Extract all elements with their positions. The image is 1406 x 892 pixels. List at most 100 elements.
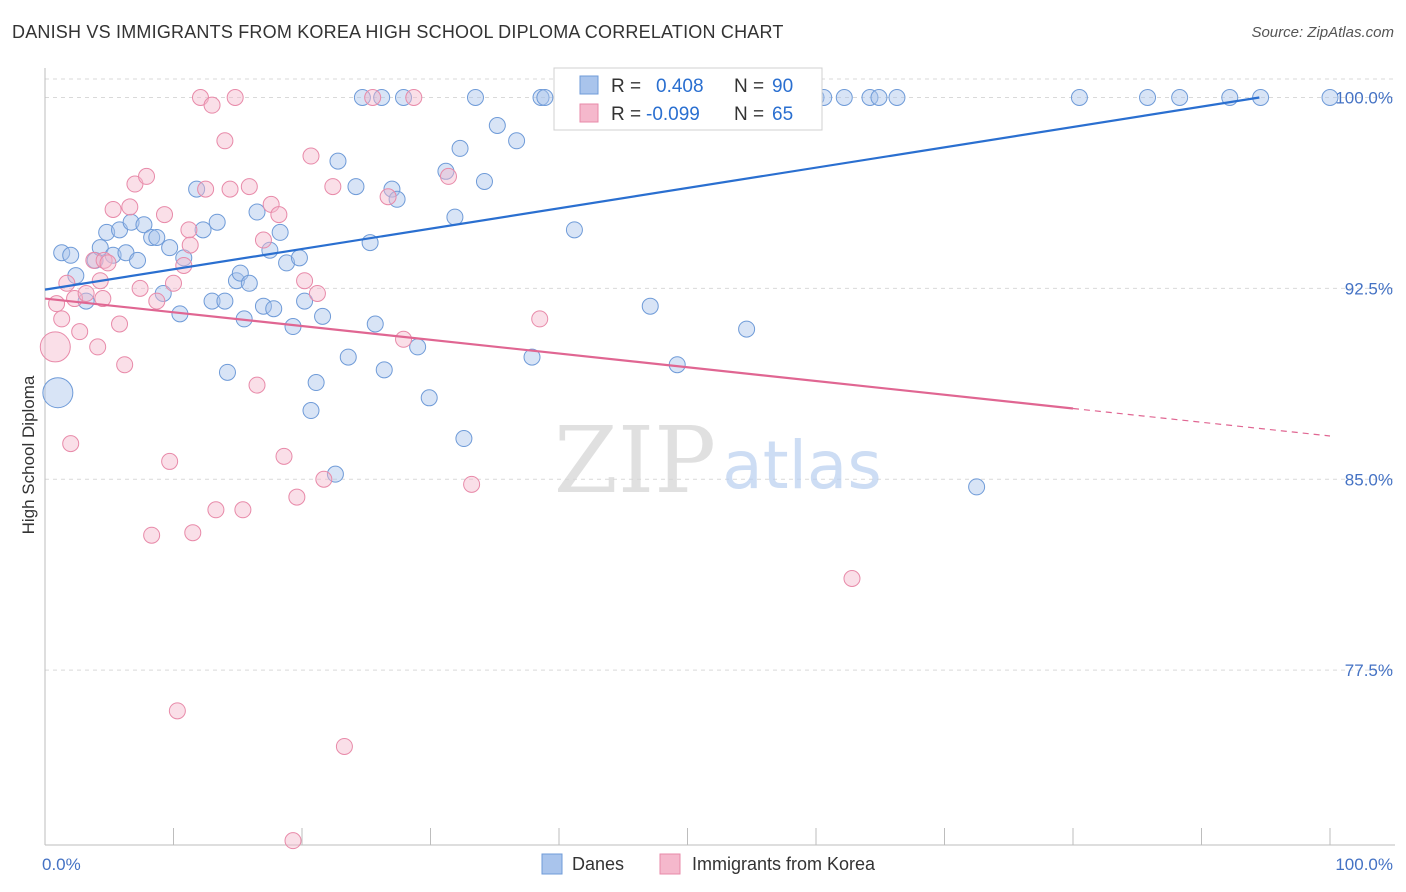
data-point bbox=[329, 152, 347, 170]
data-point bbox=[94, 290, 112, 308]
data-point bbox=[184, 524, 202, 542]
legend: R = 0.408 N = 90 R = -0.099 N = 65 bbox=[553, 67, 823, 131]
data-point bbox=[216, 292, 234, 310]
data-point bbox=[451, 139, 469, 157]
legend-danes-r-label: R = bbox=[611, 76, 641, 97]
data-point bbox=[208, 213, 226, 231]
data-point bbox=[536, 89, 554, 106]
data-point bbox=[98, 223, 116, 241]
bottom-legend-swatch-danes bbox=[541, 853, 563, 875]
data-point bbox=[307, 374, 325, 392]
data-point bbox=[270, 206, 288, 224]
data-point bbox=[203, 292, 221, 310]
data-point bbox=[843, 570, 861, 588]
legend-danes-n-value: 90 bbox=[772, 76, 793, 97]
trend-line-danes bbox=[44, 96, 1260, 291]
trend-line-korea-extrapolated bbox=[1072, 407, 1331, 437]
watermark-atlas: atlas bbox=[722, 427, 882, 504]
data-point bbox=[284, 832, 302, 850]
bottom-legend-danes: Danes bbox=[572, 854, 624, 874]
data-point bbox=[53, 310, 71, 328]
series-korea bbox=[39, 89, 861, 850]
data-point bbox=[48, 295, 66, 313]
x-tick-labels: 0.0% 100.0% bbox=[42, 855, 1393, 874]
data-point bbox=[420, 389, 438, 407]
data-point bbox=[207, 501, 225, 519]
data-point bbox=[218, 363, 236, 381]
data-point bbox=[161, 452, 179, 470]
data-point bbox=[475, 172, 493, 190]
data-point bbox=[288, 488, 306, 506]
data-point bbox=[135, 216, 153, 234]
data-point bbox=[364, 89, 382, 106]
y-tick-label: 100.0% bbox=[1335, 89, 1393, 108]
data-point bbox=[1139, 89, 1157, 106]
legend-danes-r-value: 0.408 bbox=[656, 76, 704, 97]
data-point bbox=[302, 147, 320, 165]
data-point bbox=[275, 447, 293, 465]
data-point bbox=[203, 96, 221, 114]
data-point bbox=[641, 297, 659, 315]
data-point bbox=[227, 272, 245, 290]
data-point bbox=[455, 430, 473, 448]
data-point bbox=[62, 435, 80, 453]
data-point bbox=[347, 178, 365, 196]
data-point bbox=[121, 198, 139, 216]
legend-swatch-danes bbox=[579, 75, 599, 95]
data-point bbox=[197, 180, 215, 198]
data-point bbox=[240, 178, 258, 196]
data-point bbox=[129, 251, 147, 269]
legend-korea-n-label: N = bbox=[734, 104, 764, 125]
watermark-zip: ZIP bbox=[554, 407, 716, 514]
data-point bbox=[508, 132, 526, 150]
data-point bbox=[99, 254, 117, 272]
data-point bbox=[104, 200, 122, 218]
data-point bbox=[1070, 89, 1088, 106]
data-point bbox=[131, 279, 149, 297]
y-tick-label: 85.0% bbox=[1345, 470, 1393, 489]
data-point bbox=[240, 274, 258, 292]
data-point bbox=[446, 208, 464, 226]
data-point bbox=[254, 297, 272, 315]
data-point bbox=[738, 320, 756, 338]
data-point bbox=[968, 478, 986, 496]
data-point bbox=[339, 348, 357, 366]
y-tick-label: 92.5% bbox=[1345, 279, 1393, 298]
data-point bbox=[375, 361, 393, 379]
data-point bbox=[466, 89, 484, 106]
y-tick-labels: 77.5% 85.0% 92.5% 100.0% bbox=[1335, 89, 1393, 681]
data-point bbox=[1171, 89, 1189, 106]
data-point bbox=[181, 236, 199, 254]
data-point bbox=[234, 501, 252, 519]
legend-swatch-korea bbox=[579, 103, 599, 123]
data-point bbox=[143, 526, 161, 544]
data-point bbox=[379, 188, 397, 206]
data-point bbox=[168, 702, 186, 720]
chart-source: Source: ZipAtlas.com bbox=[1251, 24, 1394, 41]
data-point bbox=[861, 89, 879, 106]
data-point bbox=[353, 89, 371, 106]
data-point bbox=[111, 315, 129, 333]
data-point bbox=[265, 300, 283, 318]
trend-lines bbox=[44, 96, 1331, 437]
data-point bbox=[409, 338, 427, 356]
data-point bbox=[148, 292, 166, 310]
data-point bbox=[175, 256, 193, 274]
data-point bbox=[216, 132, 234, 150]
data-point bbox=[488, 116, 506, 134]
data-point bbox=[395, 330, 413, 348]
bottom-legend: Danes Immigrants from Korea bbox=[541, 853, 876, 875]
data-point bbox=[271, 223, 289, 241]
data-point bbox=[248, 203, 266, 221]
data-point bbox=[77, 284, 95, 302]
data-point bbox=[523, 348, 541, 366]
data-point bbox=[835, 89, 853, 106]
y-tick-label: 77.5% bbox=[1345, 661, 1393, 680]
legend-korea-r-value: -0.099 bbox=[646, 104, 700, 125]
data-point bbox=[463, 475, 481, 493]
data-point bbox=[395, 89, 413, 106]
data-point bbox=[116, 356, 134, 374]
data-point bbox=[315, 470, 333, 488]
data-point bbox=[290, 249, 308, 267]
